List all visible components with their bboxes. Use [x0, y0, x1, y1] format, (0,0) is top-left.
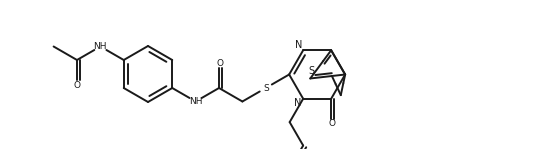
Text: N: N: [294, 98, 302, 108]
Text: O: O: [329, 119, 336, 128]
Text: O: O: [73, 80, 80, 90]
Text: N: N: [295, 40, 303, 50]
Text: NH: NH: [189, 97, 202, 106]
Text: NH: NH: [94, 42, 107, 51]
Text: O: O: [217, 59, 224, 67]
Text: S: S: [308, 66, 315, 76]
Text: S: S: [263, 83, 269, 93]
